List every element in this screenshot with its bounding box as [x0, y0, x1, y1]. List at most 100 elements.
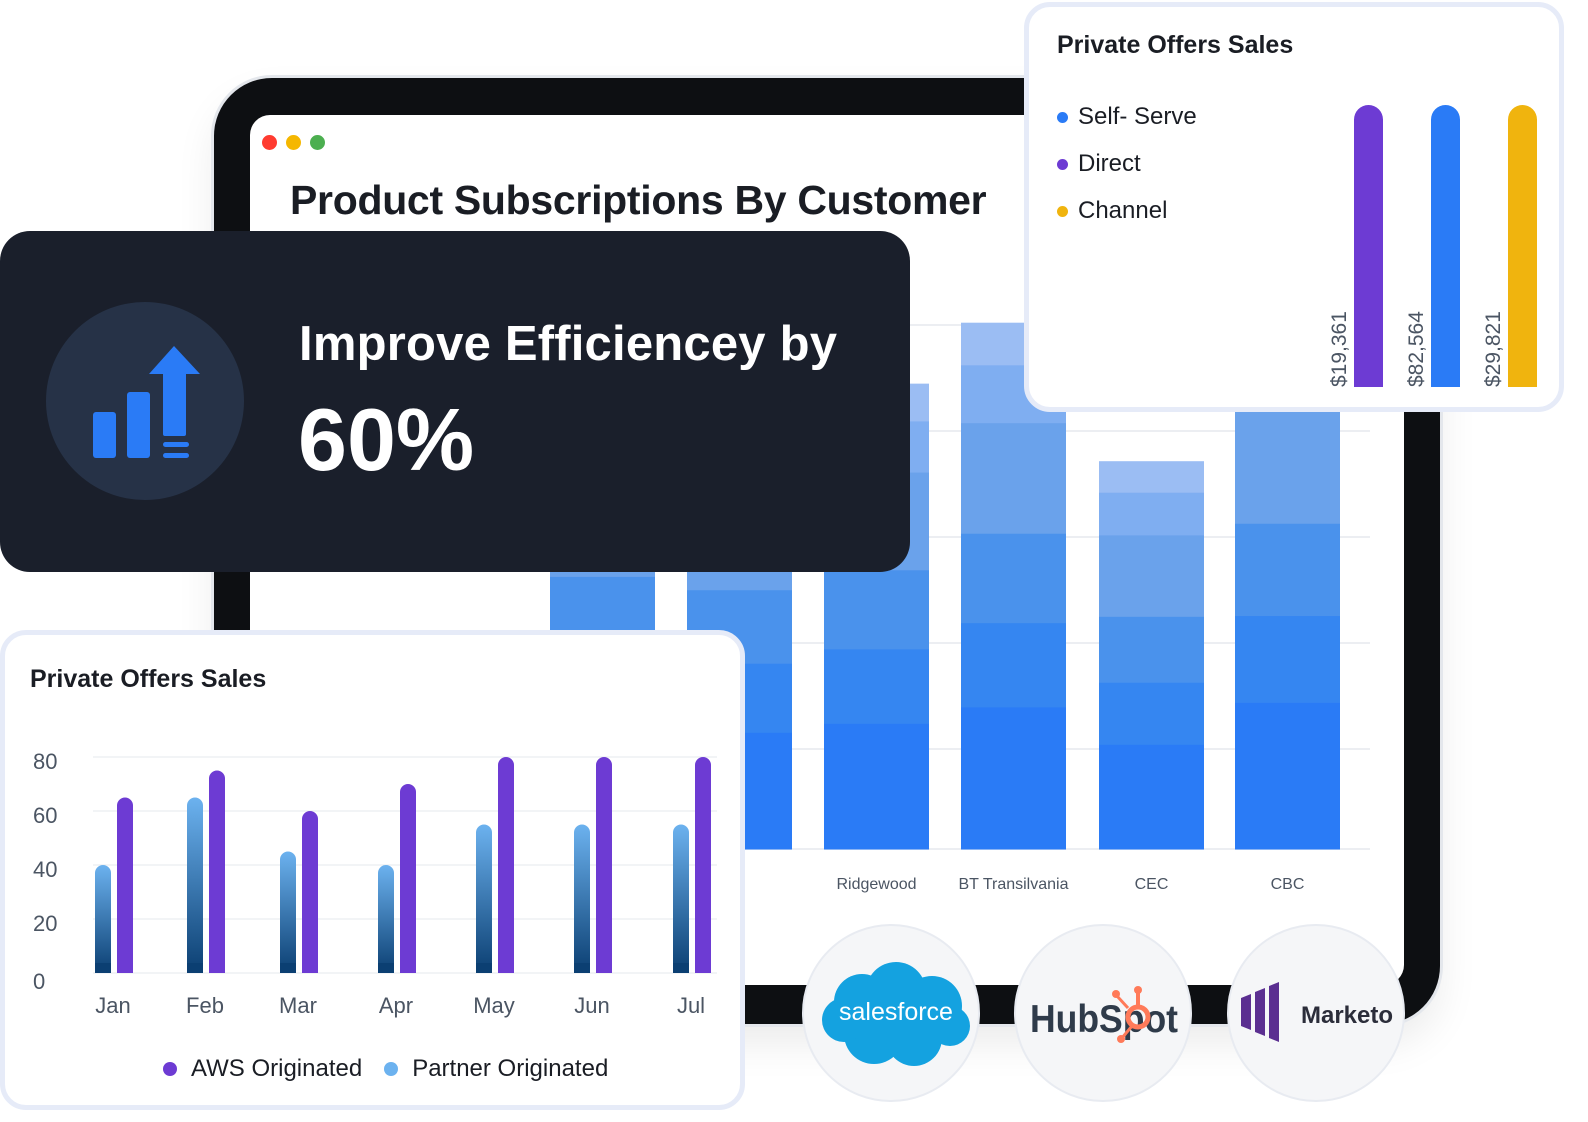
private-offers-card-monthly: Private Offers Sales 0 20 40 60 80 Jan Feb Mar A…	[0, 630, 745, 1110]
bar-segment	[961, 533, 1066, 624]
aws-bar-base	[695, 963, 711, 973]
partner-bar	[476, 824, 492, 973]
x-tick-label: CBC	[1271, 876, 1305, 893]
bar-segment	[1235, 409, 1340, 524]
x-tick-label: Jul	[677, 993, 705, 1018]
legend-item-channel: Channel	[1057, 197, 1167, 225]
bar-segment	[824, 723, 929, 850]
y-tick-label: 0	[33, 969, 45, 994]
logo-wordmark: Marketo	[1301, 1002, 1393, 1029]
x-tick-label: Jun	[574, 993, 609, 1018]
x-tick-label: CEC	[1135, 876, 1169, 893]
partner-bar	[574, 824, 590, 973]
channel-bar-base	[1354, 367, 1383, 387]
bar-segment	[1235, 702, 1340, 850]
bar-segment	[1099, 461, 1204, 493]
icon-badge	[46, 302, 244, 500]
page-title: Product Subscriptions By Customer	[290, 177, 987, 223]
bar-segment	[961, 422, 1066, 534]
bar-segment	[1235, 523, 1340, 617]
bar-segment	[1099, 492, 1204, 536]
channel-bar	[1431, 105, 1460, 387]
bar-segment	[1099, 744, 1204, 850]
logo-wordmark: HubSpot	[1030, 998, 1178, 1041]
aws-bar-base	[596, 963, 612, 973]
aws-bar	[498, 757, 514, 973]
partner-bar	[187, 797, 203, 973]
data-label: $19,361	[1328, 311, 1351, 387]
logo-wordmark: salesforce	[839, 998, 953, 1026]
aws-bar-base	[400, 963, 416, 973]
partner-bar-base	[280, 963, 296, 973]
legend-label: Partner Originated	[412, 1055, 609, 1082]
x-tick-label: May	[473, 993, 515, 1018]
channel-bar	[1354, 105, 1383, 387]
channel-bar	[1508, 105, 1537, 387]
salesforce-cloud-icon: salesforce	[822, 962, 970, 1066]
partner-bar-base	[673, 963, 689, 973]
hubspot-sprocket-icon: HubSpot	[1030, 986, 1178, 1043]
legend-item-partner[interactable]: Partner Originated	[384, 1055, 608, 1083]
aws-bar	[596, 757, 612, 973]
efficiency-heading: Improve Efficiencey by	[299, 317, 838, 371]
data-label: $82,564	[1405, 311, 1428, 387]
legend-dot	[1057, 205, 1068, 217]
partner-bar-base	[476, 963, 492, 973]
window-controls	[262, 135, 325, 150]
x-tick-label: Feb	[186, 993, 224, 1018]
bar-segment	[1099, 682, 1204, 745]
x-tick-label: BT Transilvania	[959, 876, 1069, 893]
private-offers-card-channels: Private Offers Sales Self- Serve Direct …	[1024, 2, 1564, 412]
maximize-dot[interactable]	[310, 135, 325, 150]
partner-bar-base	[574, 963, 590, 973]
aws-bar	[695, 757, 711, 973]
partner-bar	[378, 865, 394, 973]
partner-bar-base	[378, 963, 394, 973]
hubspot-logo[interactable]: HubSpot	[1014, 924, 1192, 1102]
channel-bar-base	[1431, 367, 1460, 387]
bar-chart-arrow-up-icon	[93, 346, 200, 458]
aws-bar-base	[498, 963, 514, 973]
legend-item-direct: Direct	[1057, 150, 1141, 178]
channel-bar-base	[1508, 367, 1537, 387]
partner-bar-base	[187, 963, 203, 973]
aws-bar-base	[209, 963, 225, 973]
legend-item-aws[interactable]: AWS Originated	[163, 1055, 362, 1083]
legend-item-self-serve: Self- Serve	[1057, 103, 1197, 131]
bar-segment	[824, 569, 929, 650]
bar-segment	[961, 622, 1066, 708]
y-tick-label: 60	[33, 803, 57, 828]
legend-label: AWS Originated	[191, 1055, 363, 1082]
marketo-bars-icon: Marketo	[1241, 982, 1393, 1042]
salesforce-logo[interactable]: salesforce	[802, 924, 980, 1102]
close-dot[interactable]	[262, 135, 277, 150]
y-tick-label: 80	[33, 749, 57, 774]
aws-bar-base	[117, 963, 133, 973]
aws-bar	[209, 770, 225, 973]
data-label: $29,821	[1482, 311, 1505, 387]
y-tick-label: 40	[33, 857, 57, 882]
efficiency-value: 60%	[298, 390, 475, 489]
partner-bar	[673, 824, 689, 973]
marketo-logo[interactable]: Marketo	[1227, 924, 1405, 1102]
bar-segment	[1235, 615, 1340, 703]
monthly-sales-chart: 0 20 40 60 80 Jan Feb Mar Apr May Jun Jul	[33, 749, 717, 1018]
partner-bar-base	[95, 963, 111, 973]
x-tick-label: Apr	[379, 993, 413, 1018]
minimize-dot[interactable]	[286, 135, 301, 150]
x-tick-label: Ridgewood	[836, 876, 916, 893]
legend-dot	[163, 1062, 177, 1076]
bar-segment	[824, 648, 929, 724]
card-title: Private Offers Sales	[1057, 31, 1294, 59]
bar-segment	[1099, 616, 1204, 683]
legend-label: Channel	[1078, 197, 1168, 224]
legend-label: Self- Serve	[1078, 103, 1197, 130]
chart-legend: AWS Originated Partner Originated	[163, 1055, 608, 1083]
legend-dot	[1057, 158, 1068, 170]
x-tick-label: Jan	[95, 993, 130, 1018]
bar-segment	[961, 706, 1066, 850]
channel-sales-chart: $19,361 $82,564 $29,821	[1328, 105, 1537, 387]
legend-dot	[384, 1062, 399, 1076]
aws-bar-base	[302, 963, 318, 973]
partner-bar	[95, 865, 111, 973]
